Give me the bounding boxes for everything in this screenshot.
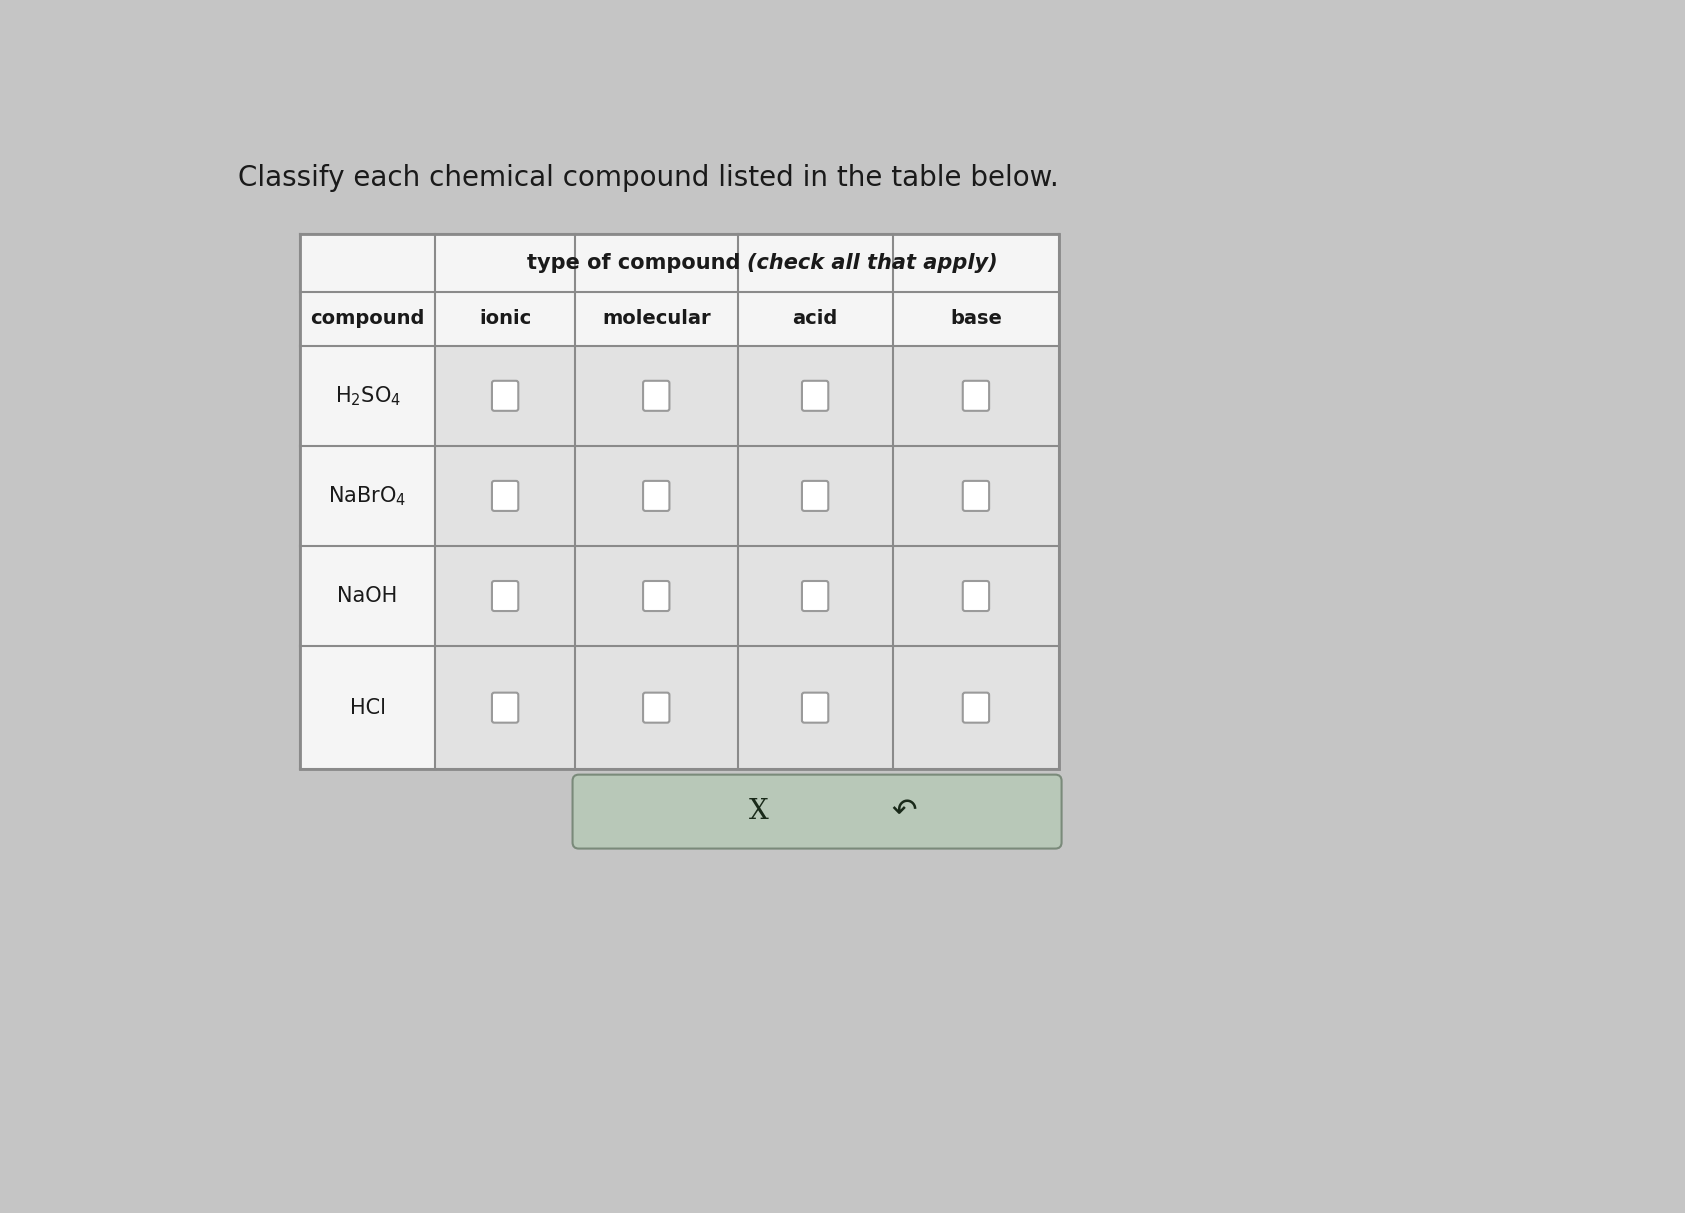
Bar: [575, 346, 738, 446]
Text: ↶: ↶: [891, 797, 917, 826]
FancyBboxPatch shape: [492, 480, 519, 511]
FancyBboxPatch shape: [962, 693, 989, 723]
Bar: [738, 292, 893, 346]
Text: HCl: HCl: [349, 697, 386, 718]
FancyBboxPatch shape: [492, 381, 519, 411]
Bar: [435, 647, 575, 769]
Text: X: X: [750, 798, 768, 825]
Text: type of compound: type of compound: [527, 254, 748, 273]
Bar: [300, 234, 435, 346]
FancyBboxPatch shape: [802, 693, 829, 723]
Bar: [300, 234, 1060, 769]
Bar: [575, 446, 738, 546]
Text: ionic: ionic: [479, 309, 531, 329]
Bar: [435, 346, 575, 446]
Bar: [575, 647, 738, 769]
Text: acid: acid: [792, 309, 837, 329]
FancyBboxPatch shape: [644, 381, 669, 411]
FancyBboxPatch shape: [644, 480, 669, 511]
Text: H$_2$SO$_4$: H$_2$SO$_4$: [335, 385, 401, 408]
Bar: [893, 446, 1060, 546]
Bar: [893, 346, 1060, 446]
Bar: [435, 446, 575, 546]
Bar: [300, 346, 435, 446]
Text: NaOH: NaOH: [337, 586, 398, 606]
Bar: [300, 234, 1060, 769]
FancyBboxPatch shape: [492, 581, 519, 611]
FancyBboxPatch shape: [492, 693, 519, 723]
Text: base: base: [950, 309, 1003, 329]
Bar: [300, 647, 435, 769]
Bar: [738, 647, 893, 769]
Text: Classify each chemical compound listed in the table below.: Classify each chemical compound listed i…: [238, 164, 1058, 192]
Bar: [300, 446, 435, 546]
FancyBboxPatch shape: [962, 381, 989, 411]
FancyBboxPatch shape: [962, 480, 989, 511]
Bar: [575, 292, 738, 346]
FancyBboxPatch shape: [802, 480, 829, 511]
Bar: [893, 546, 1060, 647]
Bar: [435, 292, 575, 346]
FancyBboxPatch shape: [644, 693, 669, 723]
FancyBboxPatch shape: [573, 775, 1062, 849]
FancyBboxPatch shape: [644, 581, 669, 611]
Bar: [575, 546, 738, 647]
Text: (check all that apply): (check all that apply): [748, 254, 998, 273]
Bar: [738, 446, 893, 546]
Bar: [738, 346, 893, 446]
Bar: [893, 647, 1060, 769]
Text: molecular: molecular: [602, 309, 711, 329]
FancyBboxPatch shape: [962, 581, 989, 611]
Bar: [435, 234, 1060, 292]
Bar: [300, 546, 435, 647]
Bar: [435, 546, 575, 647]
Bar: [738, 546, 893, 647]
Text: compound: compound: [310, 309, 425, 329]
FancyBboxPatch shape: [802, 381, 829, 411]
FancyBboxPatch shape: [802, 581, 829, 611]
Text: NaBrO$_4$: NaBrO$_4$: [329, 484, 406, 508]
Bar: [893, 292, 1060, 346]
